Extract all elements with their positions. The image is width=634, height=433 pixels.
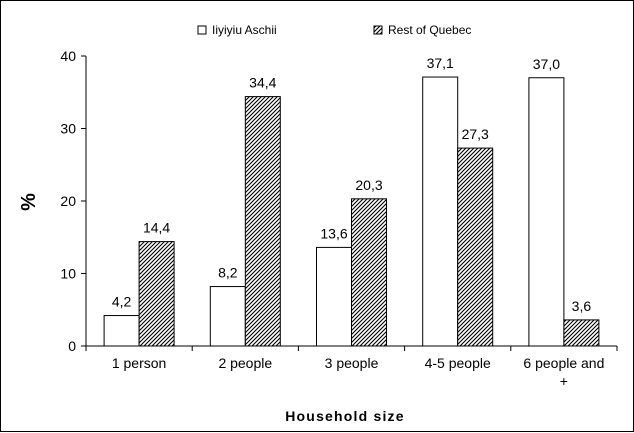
- data-label: 14,4: [143, 220, 170, 236]
- data-label: 13,6: [320, 225, 347, 241]
- data-label: 34,4: [249, 75, 276, 91]
- legend-entry: Rest of Quebec: [388, 23, 471, 37]
- y-tick-label: 30: [60, 121, 76, 137]
- y-tick-label: 10: [60, 266, 76, 282]
- bar-iiyiyiu-aschii: [316, 246, 352, 347]
- legend-swatch-iiyiyiu-aschii: [197, 25, 207, 35]
- x-tick-label: 3 people: [325, 355, 379, 371]
- bar-iiyiyiu-aschii: [422, 76, 459, 347]
- x-tick-label: 2 people: [218, 355, 272, 371]
- bar-rest-of-quebec: [457, 147, 494, 347]
- bar-iiyiyiu-aschii: [209, 286, 246, 347]
- data-label: 37,0: [533, 56, 560, 72]
- data-label: 8,2: [218, 265, 238, 281]
- bar-rest-of-quebec: [563, 319, 600, 347]
- bar-rest-of-quebec: [244, 96, 281, 347]
- y-tick-label: 20: [60, 193, 76, 209]
- x-tick-label: 1 person: [112, 355, 166, 371]
- y-tick-label: 40: [60, 48, 76, 64]
- y-axis-label: %: [18, 193, 40, 211]
- y-tick-label: 0: [68, 338, 76, 354]
- bar-rest-of-quebec: [138, 241, 175, 347]
- data-label: 27,3: [462, 126, 489, 142]
- data-label: 37,1: [427, 55, 454, 71]
- data-labels: 4,2 14,4 8,2 34,4 13,6 20,3 37,1 27,3 37,0 3,6: [112, 55, 591, 314]
- bars: [103, 76, 600, 347]
- legend-entry: Iiyiyiu Aschii: [212, 23, 277, 37]
- x-tick-label: 6 people and: [523, 355, 604, 371]
- legend-swatch-rest-of-quebec: [373, 25, 383, 35]
- data-label: 4,2: [112, 294, 132, 310]
- bar-rest-of-quebec: [351, 198, 387, 347]
- bar-iiyiyiu-aschii: [103, 315, 140, 347]
- bar-iiyiyiu-aschii: [528, 77, 565, 347]
- x-axis-label: Household size: [285, 408, 404, 424]
- data-label: 3,6: [572, 298, 592, 314]
- axes: 0 10 20 30 40 1 person 2 people 3 people 4-5 peo…: [60, 48, 618, 389]
- x-tick-label: +: [560, 373, 568, 389]
- legend: Iiyiyiu Aschii Rest of Quebec: [197, 23, 471, 37]
- x-tick-label: 4-5 people: [425, 355, 491, 371]
- data-label: 20,3: [355, 177, 382, 193]
